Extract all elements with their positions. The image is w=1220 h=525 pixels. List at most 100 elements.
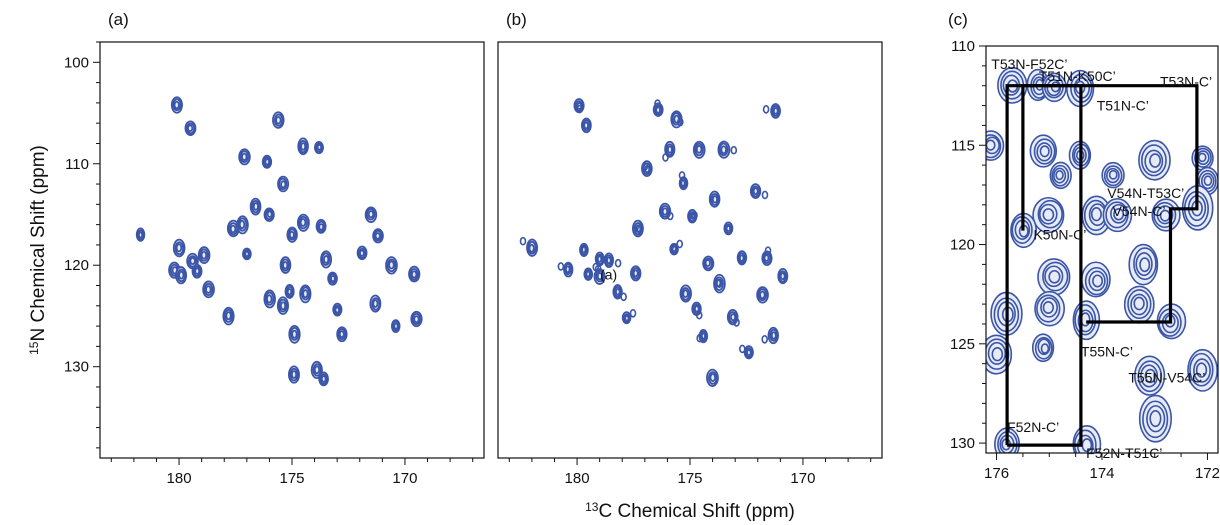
panel-a: 180 175 170 100 110 120 130 (a) 15N Chemical Shi… <box>27 10 485 487</box>
peak-contour <box>620 292 627 302</box>
peak-contour <box>746 349 752 357</box>
x-tick-label: 175 <box>279 470 304 487</box>
peak-contour <box>987 341 1007 365</box>
peak-contour <box>286 288 293 296</box>
peak-contour <box>333 304 342 316</box>
peak-contour <box>761 190 769 200</box>
peak-contour <box>1194 147 1212 168</box>
peak-contour <box>373 229 383 242</box>
panel-c: 176 174 172110115120125130(c)T53N-F52C’T51… <box>948 10 1220 482</box>
peak <box>621 308 637 325</box>
peak-contour <box>662 153 669 162</box>
peak-contour <box>772 107 779 115</box>
peak-contour <box>1113 208 1125 221</box>
peak <box>641 160 653 178</box>
peak-contour <box>762 105 770 114</box>
peak-contour <box>771 105 780 117</box>
peak-contour <box>527 241 537 255</box>
peak-contour <box>665 143 674 156</box>
peak <box>1138 394 1173 443</box>
peak <box>573 98 585 114</box>
peak-contour <box>691 210 698 220</box>
peak-contour <box>194 267 201 275</box>
peak-contour <box>557 262 565 271</box>
peak <box>692 140 706 159</box>
peak-annotation: T51N-K50C’ <box>1039 68 1116 84</box>
plot-frame <box>99 41 485 459</box>
peak-contour <box>728 311 738 324</box>
peak <box>222 306 235 326</box>
peak-contour <box>1037 199 1063 229</box>
peak-contour <box>1110 203 1128 224</box>
peak-contour <box>730 145 738 155</box>
peak-contour <box>223 309 234 323</box>
peak-contour <box>695 144 703 154</box>
peak-contour <box>718 142 729 157</box>
peak <box>1072 300 1101 341</box>
peak-contour <box>225 311 232 321</box>
peak <box>579 242 589 258</box>
peak-contour <box>759 290 766 300</box>
peak-contour <box>264 158 271 166</box>
peak <box>279 256 292 274</box>
peak-annotation: K50N-C’ <box>1033 227 1086 243</box>
peak-contour <box>252 202 259 211</box>
peak-contour <box>615 288 621 296</box>
x-axis-title-text: C Chemical Shift (ppm) <box>598 501 794 522</box>
peak <box>632 219 644 238</box>
peak-contour <box>1037 338 1051 356</box>
peak <box>390 319 401 334</box>
peak-contour <box>411 270 418 279</box>
peak-annotation: F52N-T51C’ <box>1086 445 1162 461</box>
peak <box>687 209 698 224</box>
peak <box>670 110 684 129</box>
peak-contour <box>1144 149 1164 174</box>
peak-contour <box>289 326 300 341</box>
peak-contour <box>678 171 686 180</box>
peak-contour <box>175 243 183 253</box>
peak <box>299 284 312 304</box>
peak-contour <box>302 289 309 299</box>
peak <box>408 265 421 283</box>
peak <box>662 140 676 162</box>
peak-contour <box>288 230 295 239</box>
peak-contour <box>1106 167 1120 184</box>
peak-contour <box>187 255 198 268</box>
peak-contour <box>251 200 261 214</box>
peak-contour <box>1149 410 1162 428</box>
peak <box>726 309 740 327</box>
peak-contour <box>393 322 399 330</box>
peak-contour <box>186 122 196 135</box>
y-tick-label: 130 <box>64 359 89 376</box>
plot-frame <box>497 41 883 459</box>
peak <box>669 239 684 256</box>
peak-contour <box>1137 360 1163 393</box>
peak <box>1134 355 1166 396</box>
peak <box>202 280 215 299</box>
peak-contour <box>291 329 298 339</box>
peak-contour <box>720 145 727 155</box>
peak-contour <box>770 331 777 340</box>
y-tick-label: 110 <box>951 38 975 55</box>
peak-contour <box>738 254 745 262</box>
x-tick-label: 172 <box>1195 465 1220 482</box>
peak-contour <box>1051 164 1070 187</box>
peak-contour <box>313 365 321 375</box>
peak-contour <box>315 142 323 153</box>
peak-contour <box>764 246 772 255</box>
peak-contour <box>264 291 275 306</box>
peak <box>1037 258 1071 296</box>
peak-contour <box>1090 206 1102 222</box>
peak-contour <box>319 373 328 385</box>
peak-contour <box>282 260 289 270</box>
peak <box>519 236 539 257</box>
peak <box>1187 348 1218 392</box>
walk-line <box>1021 84 1199 324</box>
peak-contour <box>714 278 722 288</box>
peak <box>706 368 719 387</box>
peak-annotation: T55N-V54C’ <box>1128 370 1205 386</box>
peak <box>288 365 300 384</box>
peak <box>249 197 262 216</box>
peak-contour <box>629 308 637 318</box>
